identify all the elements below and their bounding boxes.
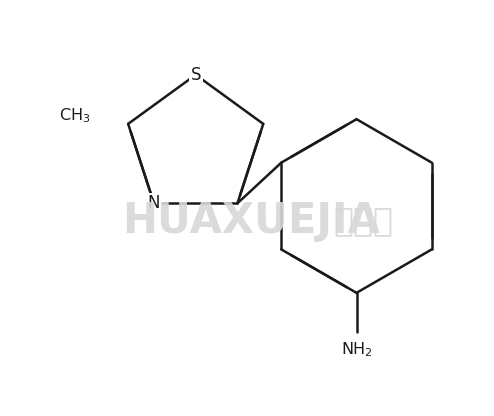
Text: S: S (191, 66, 201, 84)
Text: CH$_3$: CH$_3$ (59, 106, 90, 125)
Text: N: N (148, 194, 160, 212)
Text: 化学加: 化学加 (334, 204, 394, 237)
Text: HUAXUEJIA: HUAXUEJIA (122, 200, 379, 242)
Text: NH$_2$: NH$_2$ (341, 340, 372, 359)
